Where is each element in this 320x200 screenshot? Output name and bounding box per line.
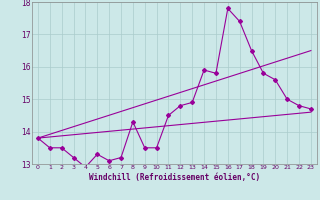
X-axis label: Windchill (Refroidissement éolien,°C): Windchill (Refroidissement éolien,°C) (89, 173, 260, 182)
